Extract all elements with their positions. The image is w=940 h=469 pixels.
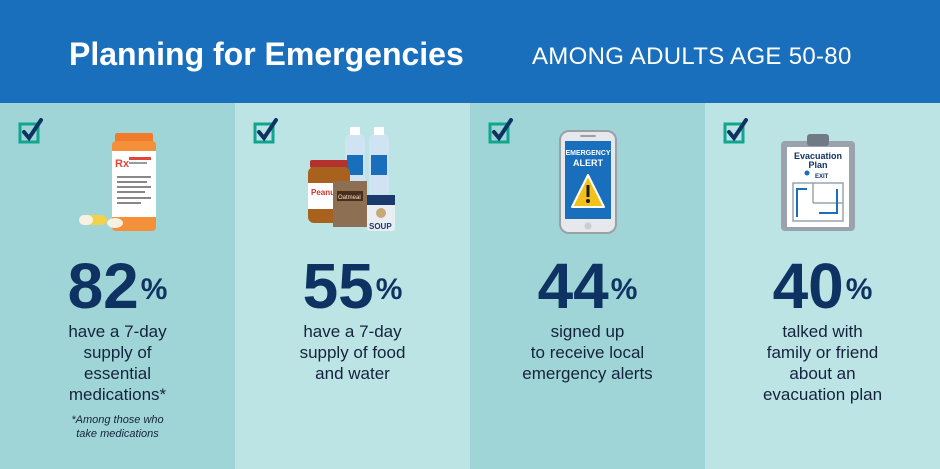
medication-bottle-icon: Rx — [79, 133, 156, 231]
stat-description: signed up to receive local emergency ale… — [522, 322, 653, 383]
header-banner: Planning for Emergencies AMONG ADULTS AG… — [0, 0, 940, 103]
stat-description: talked with family or friend about an ev… — [762, 322, 883, 404]
stat-panel-medications: Rx 82% have a 7-day supply of essential … — [0, 103, 235, 469]
stat-panel-evacuation: Evacuation Plan EXIT 40% talked with fam… — [705, 103, 940, 469]
page-title: Planning for Emergencies — [69, 36, 464, 72]
checkbox-check-icon — [18, 118, 43, 144]
footnote: *Among those who take medications — [71, 414, 164, 440]
food-and-water-icon: Peanut Butter Oatmeal SOUP — [308, 127, 395, 231]
page-subtitle: AMONG ADULTS AGE 50-80 — [532, 43, 852, 70]
plan-line-1: Evacuation — [794, 151, 842, 161]
evacuation-plan-clipboard-icon: Evacuation Plan EXIT — [781, 134, 855, 231]
stat-percent: 44% — [537, 250, 638, 322]
alert-line-2: ALERT — [573, 158, 603, 168]
soup-label: SOUP — [369, 222, 392, 231]
plan-line-2: Plan — [808, 160, 827, 170]
stat-panel-alerts: EMERGENCY ALERT 44% signed up to receive… — [470, 103, 705, 469]
stat-percent: 40% — [772, 250, 873, 322]
stat-panel-food-water: Peanut Butter Oatmeal SOUP 55% have a 7-… — [235, 103, 470, 469]
emergency-alert-phone-icon: EMERGENCY ALERT — [559, 130, 617, 234]
oatmeal-label: Oatmeal — [338, 195, 361, 201]
checkbox-check-icon — [253, 118, 278, 144]
rx-label: Rx — [115, 158, 130, 170]
stat-percent: 55% — [302, 250, 403, 322]
stat-description: have a 7-day supply of essential medicat… — [68, 322, 167, 404]
checkbox-check-icon — [723, 118, 748, 144]
checkbox-check-icon — [488, 118, 513, 144]
stat-percent: 82% — [67, 250, 168, 322]
stat-description: have a 7-day supply of food and water — [299, 322, 406, 383]
exit-label: EXIT — [815, 174, 829, 180]
alert-line-1: EMERGENCY — [565, 150, 610, 157]
